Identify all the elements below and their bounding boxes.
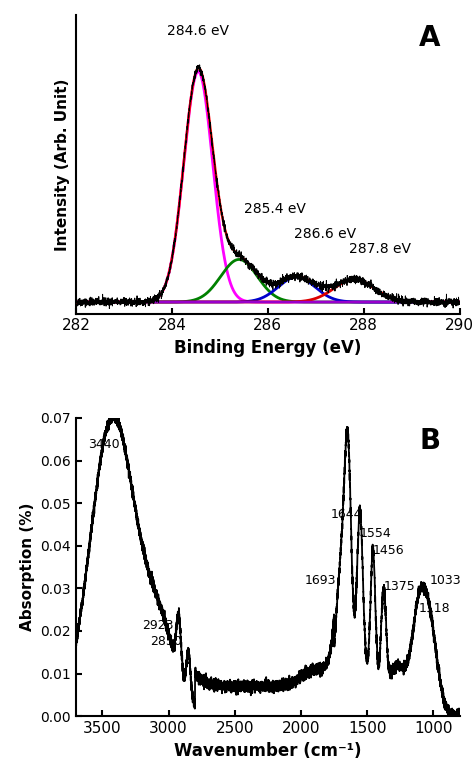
Text: A: A [419,25,440,52]
Text: 3440: 3440 [88,438,119,450]
Text: 1033: 1033 [429,574,461,587]
Text: 285.4 eV: 285.4 eV [244,203,306,216]
Text: 1554: 1554 [360,527,392,541]
X-axis label: Binding Energy (eV): Binding Energy (eV) [174,339,362,357]
Y-axis label: Intensity (Arb. Unit): Intensity (Arb. Unit) [55,79,70,251]
Text: 1644: 1644 [330,508,362,521]
Text: 286.6 eV: 286.6 eV [294,227,356,242]
Text: 2923: 2923 [142,619,173,631]
Text: 2850: 2850 [151,634,182,648]
Text: 284.6 eV: 284.6 eV [167,25,229,38]
Text: 1375: 1375 [384,581,416,594]
Text: 287.8 eV: 287.8 eV [349,243,411,256]
Text: B: B [419,427,440,455]
X-axis label: Wavenumber (cm⁻¹): Wavenumber (cm⁻¹) [174,742,362,759]
Text: 1693: 1693 [305,574,337,587]
Text: 1118: 1118 [419,601,450,614]
Y-axis label: Absorption (%): Absorption (%) [20,503,35,631]
Text: 1456: 1456 [373,544,405,557]
